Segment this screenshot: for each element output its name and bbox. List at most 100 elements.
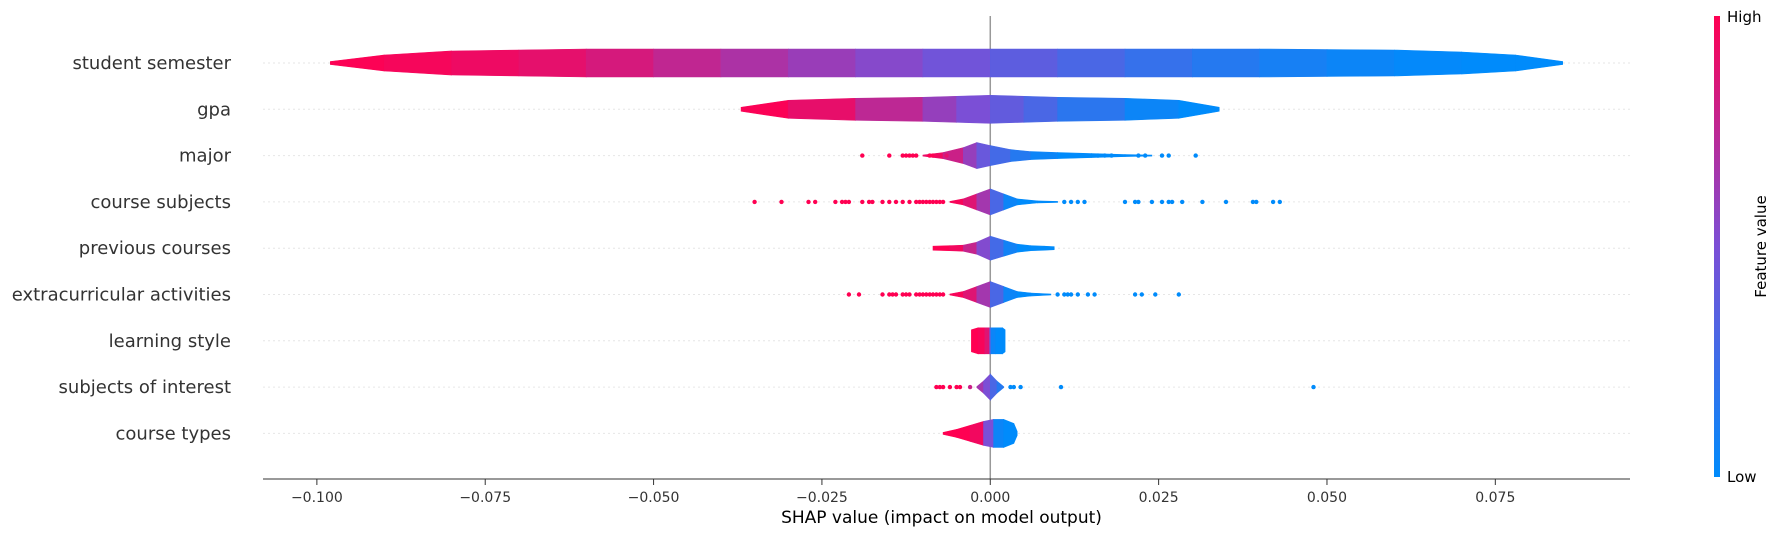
shap-point [1058,384,1064,390]
violin-segment [1003,286,1018,303]
shap-point [1082,199,1087,205]
shap-point [903,292,909,297]
violin-segment [983,419,994,448]
violin-segment [1124,97,1180,121]
shap-point [914,153,919,158]
x-tick-label: −0.100 [291,490,343,506]
violin-segment [989,281,1005,308]
shap-point [930,199,936,205]
shap-point [937,153,942,158]
feature-label: learning style [109,331,231,352]
x-tick-label: 0.000 [970,490,1010,506]
violin-segment [787,97,856,121]
shap-point [1008,384,1013,390]
shap-point [907,292,912,297]
violin-segment [989,235,1005,261]
shap-point [900,292,905,297]
shap-point [1153,292,1158,297]
violin-segment [942,429,957,438]
violin-segment [990,327,997,355]
violin-segment [787,48,856,78]
shap-point [1200,199,1205,205]
shap-point [1011,384,1016,390]
x-tick-label: 0.050 [1307,490,1347,506]
violin-segment [855,48,924,78]
violin-segment [989,373,998,401]
violin-segment [984,327,990,355]
shap-point [1109,153,1114,158]
shap-point [1132,292,1138,297]
shap-point [1277,199,1283,205]
shap-point [927,199,932,205]
violin-segment [1023,95,1058,123]
shap-point [1250,199,1256,205]
violin-segment [993,419,1005,448]
violin-segment [989,145,1011,166]
violin-segment [976,380,984,394]
violin-segment [962,193,978,211]
feature-label: course subjects [90,192,231,213]
shap-point [914,199,919,205]
x-axis-ticks: −0.100 −0.075 −0.050 −0.025 0.000 0.025 0.050 0… [291,479,1515,506]
shap-point [1018,384,1023,390]
shap-point [914,292,919,297]
violin-segment [983,373,991,401]
violin-segment [1259,48,1328,78]
violin-segment [1043,245,1055,251]
shap-point [1139,292,1145,297]
shap-point [1223,199,1229,205]
violin-segment [1515,54,1563,72]
shap-point [1068,292,1074,297]
shap-point [900,153,905,158]
shap-point [1311,384,1316,390]
x-tick-label: 0.025 [1139,490,1179,506]
shap-point [1254,199,1259,205]
shap-point [833,199,838,205]
shap-point [917,199,922,205]
x-tick-label: 0.075 [1475,490,1515,506]
shap-point [1166,199,1171,205]
shap-point [937,292,942,297]
shap-point [937,199,942,205]
shap-point [917,292,922,297]
feature-label: subjects of interest [59,377,231,398]
violin-segment [995,327,1003,355]
shap-point [1075,199,1081,205]
violin-segment [1003,239,1018,257]
shap-point [1159,199,1165,205]
shap-point [947,384,953,390]
shap-point [1180,199,1185,205]
shap-point [893,199,899,205]
shap-point [934,384,939,390]
shap-point [940,292,946,297]
violin-segment [976,142,991,169]
shap-point [880,199,885,205]
violin-segment [962,241,978,255]
violin-segment [1016,243,1031,253]
violin-segment [989,48,1058,78]
shap-point [924,199,929,205]
shap-point [930,153,936,158]
shap-point [860,153,865,158]
shap-point [887,153,892,158]
violin-segment [996,380,1005,394]
shap-point [1062,292,1067,297]
violin-segment [949,198,964,206]
shap-point [860,199,865,205]
shap-point [954,384,959,390]
shap-point [880,292,885,297]
x-axis-title: SHAP value (impact on model output) [781,508,1102,528]
shap-point [934,199,939,205]
shap-point [1176,292,1182,297]
shap-point [1169,199,1175,205]
violin-segment [962,286,978,303]
shap-point [957,384,963,390]
violin-segment [956,424,971,442]
shap-point [920,199,926,205]
shap-point [1062,199,1067,205]
shap-point [900,199,905,205]
violin-segment [932,245,951,252]
shap-point [1149,199,1155,205]
violin-segment [976,235,991,261]
violin-segment [1394,49,1462,77]
